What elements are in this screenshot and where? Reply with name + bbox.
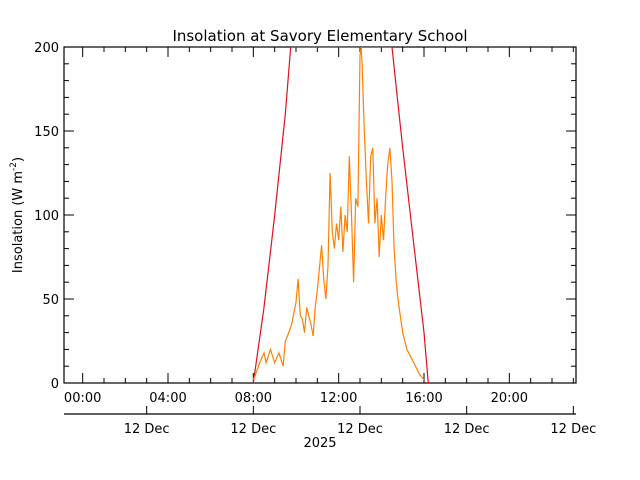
y-tick-label: 150 xyxy=(34,125,59,140)
x-tick-label: 20:00 xyxy=(491,391,528,406)
plot-frame xyxy=(63,46,577,384)
date-axis: 12 Dec 12 Dec 12 Dec 12 Dec 12 Dec xyxy=(64,406,596,437)
y-tick-label: 0 xyxy=(51,377,59,392)
y-axis-label: Insolation (W m-2) xyxy=(9,157,26,273)
plot-area xyxy=(63,46,577,384)
date-tick-label: 12 Dec xyxy=(124,422,170,437)
x-tick-label: 16:00 xyxy=(405,391,442,406)
chart-title: Insolation at Savory Elementary School xyxy=(172,27,467,45)
clear-sky-insolation-line xyxy=(252,47,429,383)
series-group xyxy=(252,47,429,383)
y-axis: 0 50 100 150 200 xyxy=(34,41,576,392)
x-tick-label: 08:00 xyxy=(235,391,272,406)
y-axis-label-superscript: -2 xyxy=(9,162,19,171)
date-tick-label: 12 Dec xyxy=(337,422,383,437)
y-tick-label: 200 xyxy=(34,41,59,56)
date-tick-label: 12 Dec xyxy=(230,422,276,437)
y-tick-label: 50 xyxy=(42,293,59,308)
x-axis-label-year: 2025 xyxy=(303,436,336,451)
x-tick-label: 04:00 xyxy=(149,391,186,406)
x-tick-label: 12:00 xyxy=(320,391,357,406)
y-tick-label: 100 xyxy=(34,209,59,224)
date-tick-label: 12 Dec xyxy=(444,422,490,437)
measured-insolation-line xyxy=(252,47,425,380)
y-axis-label-text: Insolation (W m xyxy=(11,171,26,273)
x-axis: 00:00 04:00 08:00 12:00 16:00 20:00 xyxy=(64,47,574,406)
date-tick-label: 12 Dec xyxy=(550,422,596,437)
x-tick-label: 00:00 xyxy=(64,391,101,406)
y-axis-label-close: ) xyxy=(11,157,26,162)
